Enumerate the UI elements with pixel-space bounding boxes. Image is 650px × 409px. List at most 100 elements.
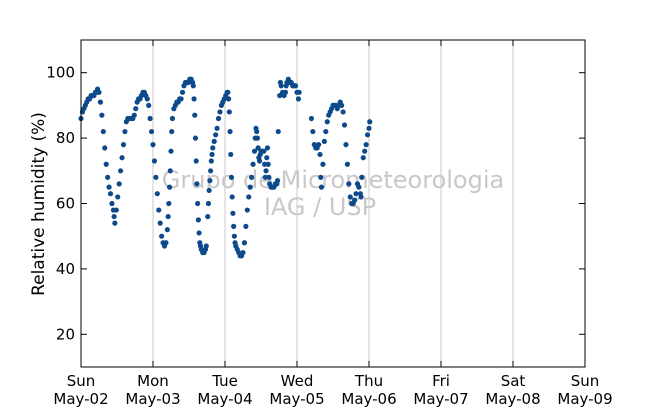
- data-point: [107, 191, 114, 197]
- data-point: [292, 83, 299, 89]
- watermark-line2: IAG / USP: [264, 193, 376, 221]
- data-point: [210, 145, 216, 151]
- x-tick-label-date: May-07: [413, 390, 468, 408]
- data-point: [109, 200, 115, 207]
- data-point: [243, 223, 249, 229]
- data-point: [352, 197, 358, 203]
- data-point: [213, 132, 219, 138]
- x-tick-label-day: Sun: [571, 372, 600, 390]
- data-point: [344, 161, 350, 167]
- data-point: [208, 158, 214, 164]
- data-point: [316, 142, 322, 148]
- y-tick-label: 100: [46, 64, 75, 82]
- data-point: [164, 227, 170, 233]
- x-tick-labels: SunMay-02MonMay-03TueMay-04WedMay-05ThuM…: [53, 372, 612, 408]
- watermark-line1: Grupo de Micrometeorologia: [162, 166, 504, 194]
- data-point: [194, 181, 200, 187]
- x-tick-label-date: May-08: [485, 390, 540, 408]
- data-point: [205, 213, 211, 220]
- data-point: [165, 213, 171, 220]
- data-point: [148, 128, 155, 135]
- x-tick-label-date: May-05: [269, 390, 324, 408]
- data-point: [147, 115, 153, 122]
- data-point: [116, 181, 122, 187]
- data-point: [111, 213, 117, 220]
- data-point: [122, 128, 128, 135]
- data-point: [225, 89, 231, 95]
- y-tick-label: 20: [56, 325, 75, 343]
- data-point: [295, 96, 302, 102]
- data-point: [244, 207, 250, 213]
- x-tick-label-day: Mon: [137, 372, 169, 390]
- data-point: [226, 109, 232, 115]
- data-point: [318, 184, 325, 190]
- data-point: [228, 151, 234, 158]
- x-tick-label-day: Wed: [281, 372, 314, 390]
- data-point: [166, 200, 172, 207]
- x-tick-label-date: May-03: [125, 390, 180, 408]
- data-point: [321, 138, 327, 144]
- data-point: [113, 207, 119, 213]
- data-point: [251, 148, 258, 154]
- data-point: [366, 125, 372, 131]
- data-point: [151, 158, 158, 164]
- data-point: [157, 220, 163, 226]
- data-point: [320, 161, 326, 167]
- data-point: [254, 128, 260, 135]
- data-point: [150, 142, 156, 148]
- data-point: [362, 148, 368, 154]
- data-point: [324, 119, 330, 125]
- data-point: [159, 233, 165, 239]
- data-point: [278, 83, 284, 89]
- data-point: [144, 96, 150, 102]
- data-point: [363, 142, 369, 148]
- data-point: [343, 142, 349, 148]
- data-point: [265, 161, 271, 167]
- data-point: [262, 174, 268, 180]
- data-point: [120, 142, 127, 148]
- x-tick-label-date: May-09: [557, 390, 612, 408]
- data-point: [250, 161, 256, 167]
- data-point: [364, 132, 371, 138]
- data-point: [133, 106, 139, 112]
- data-point: [193, 158, 199, 164]
- y-tick-label: 40: [56, 260, 75, 278]
- data-point: [360, 155, 366, 161]
- data-point: [168, 148, 174, 154]
- data-point: [227, 128, 233, 135]
- data-point: [308, 115, 314, 122]
- data-point: [191, 96, 197, 102]
- data-point: [209, 151, 215, 158]
- data-point: [346, 181, 352, 187]
- x-tick-label-date: May-04: [197, 390, 252, 408]
- data-point: [99, 112, 105, 118]
- x-tick-label-day: Tue: [211, 372, 238, 390]
- data-point: [340, 109, 346, 115]
- data-point: [254, 135, 260, 141]
- data-point: [195, 200, 201, 207]
- data-point: [106, 184, 112, 190]
- data-point: [356, 184, 362, 190]
- data-point: [203, 243, 209, 249]
- data-point: [264, 145, 271, 151]
- data-points: [78, 76, 373, 259]
- data-point: [266, 174, 272, 180]
- data-point: [240, 249, 246, 256]
- data-point: [153, 174, 159, 180]
- data-point: [179, 89, 186, 95]
- data-point: [156, 207, 162, 213]
- data-point: [178, 96, 184, 102]
- data-point: [359, 174, 365, 180]
- x-tick-label-day: Sun: [67, 372, 96, 390]
- data-point: [261, 148, 267, 154]
- data-point: [318, 174, 324, 180]
- data-point: [246, 194, 252, 200]
- data-point: [192, 112, 198, 118]
- data-point: [112, 220, 118, 226]
- data-point: [169, 128, 175, 135]
- data-point: [131, 112, 137, 118]
- data-point: [231, 233, 237, 239]
- data-point: [206, 187, 212, 194]
- data-point: [215, 115, 222, 122]
- data-point: [241, 240, 248, 246]
